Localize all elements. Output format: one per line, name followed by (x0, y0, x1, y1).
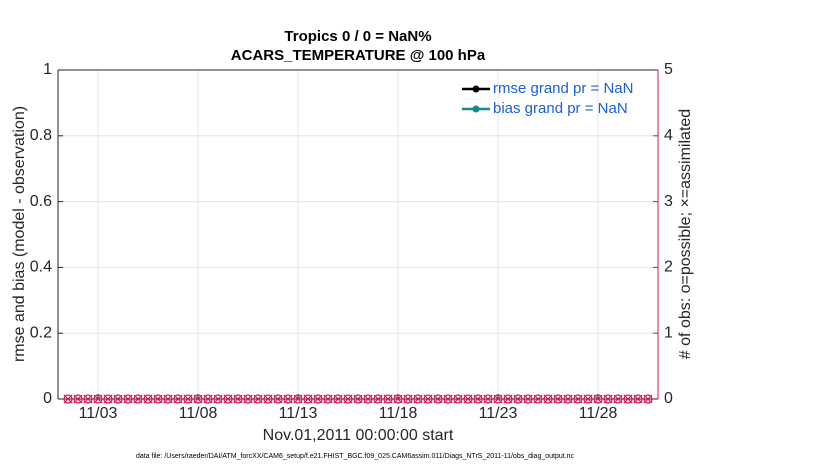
x-tick-label: 11/23 (479, 405, 518, 422)
y2-tick-label: 0 (664, 390, 673, 407)
assimilated-marker (133, 394, 143, 404)
assimilated-marker (343, 394, 353, 404)
assimilated-marker (553, 394, 563, 404)
assimilated-marker (163, 394, 173, 404)
y2-tick-label: 3 (664, 193, 673, 210)
assimilated-marker (383, 394, 393, 404)
assimilated-marker (293, 394, 303, 404)
assimilated-marker (73, 394, 83, 404)
y2-tick-label: 1 (664, 324, 673, 341)
assimilated-marker (443, 394, 453, 404)
assimilated-marker (583, 394, 593, 404)
legend-marker (472, 85, 480, 93)
assimilated-marker (93, 394, 103, 404)
assimilated-marker (203, 394, 213, 404)
legend-marker (472, 105, 480, 113)
assimilated-marker (83, 394, 93, 404)
x-tick-label: 11/03 (79, 405, 118, 422)
plot-area (58, 70, 658, 399)
assimilated-marker (253, 394, 263, 404)
assimilated-marker (413, 394, 423, 404)
y2-axis-label: # of obs: o=possible; ×=assimilated (677, 109, 694, 359)
assimilated-marker (633, 394, 643, 404)
assimilated-marker (123, 394, 133, 404)
assimilated-marker (363, 394, 373, 404)
assimilated-marker (623, 394, 633, 404)
assimilated-marker (373, 394, 383, 404)
assimilated-marker (473, 394, 483, 404)
y2-tick-label: 2 (664, 259, 673, 276)
footnote: data file: /Users/raeder/DAI/ATM_forcXX/… (136, 453, 575, 460)
x-axis-label: Nov.01,2011 00:00:00 start (263, 427, 454, 444)
assimilated-marker (353, 394, 363, 404)
assimilated-marker (283, 394, 293, 404)
assimilated-marker (453, 394, 463, 404)
assimilated-marker (243, 394, 253, 404)
assimilated-marker (563, 394, 573, 404)
assimilated-marker (153, 394, 163, 404)
assimilated-marker (603, 394, 613, 404)
y2-tick-label: 5 (664, 61, 673, 78)
y2-tick-label: 4 (664, 127, 673, 144)
assimilated-marker (513, 394, 523, 404)
x-tick-label: 11/13 (279, 405, 318, 422)
assimilated-marker (143, 394, 153, 404)
assimilated-marker (613, 394, 623, 404)
assimilated-marker (323, 394, 333, 404)
assimilated-marker (213, 394, 223, 404)
y-tick-label: 0 (43, 390, 52, 407)
legend-label: bias grand pr = NaN (493, 100, 628, 117)
assimilated-marker (593, 394, 603, 404)
assimilated-marker (643, 394, 653, 404)
assimilated-marker (423, 394, 433, 404)
assimilated-marker (483, 394, 493, 404)
y-tick-label: 1 (43, 61, 52, 78)
assimilated-marker (273, 394, 283, 404)
assimilated-marker (63, 394, 73, 404)
assimilated-marker (393, 394, 403, 404)
x-tick-label: 11/08 (179, 405, 218, 422)
y-axis-label: rmse and bias (model - observation) (11, 106, 28, 362)
assimilated-marker (303, 394, 313, 404)
assimilated-marker (183, 394, 193, 404)
assimilated-marker (573, 394, 583, 404)
assimilated-marker (463, 394, 473, 404)
legend-label: rmse grand pr = NaN (493, 80, 633, 97)
y-tick-label: 0.2 (30, 324, 52, 341)
assimilated-marker (173, 394, 183, 404)
assimilated-marker (193, 394, 203, 404)
assimilated-marker (333, 394, 343, 404)
assimilated-marker (493, 394, 503, 404)
assimilated-marker (403, 394, 413, 404)
y-tick-label: 0.8 (30, 127, 52, 144)
chart-subtitle: ACARS_TEMPERATURE @ 100 hPa (231, 47, 486, 64)
assimilated-marker (113, 394, 123, 404)
assimilated-marker (313, 394, 323, 404)
assimilated-marker (523, 394, 533, 404)
assimilated-marker (263, 394, 273, 404)
x-tick-label: 11/28 (579, 405, 618, 422)
assimilated-marker (533, 394, 543, 404)
y-tick-label: 0.4 (30, 259, 52, 276)
assimilated-marker (233, 394, 243, 404)
x-tick-label: 11/18 (379, 405, 418, 422)
chart-title: Tropics 0 / 0 = NaN% (284, 28, 431, 45)
assimilated-marker (503, 394, 513, 404)
assimilated-marker (103, 394, 113, 404)
assimilated-marker (223, 394, 233, 404)
y-tick-label: 0.6 (30, 193, 52, 210)
assimilated-marker (433, 394, 443, 404)
assimilated-marker (543, 394, 553, 404)
